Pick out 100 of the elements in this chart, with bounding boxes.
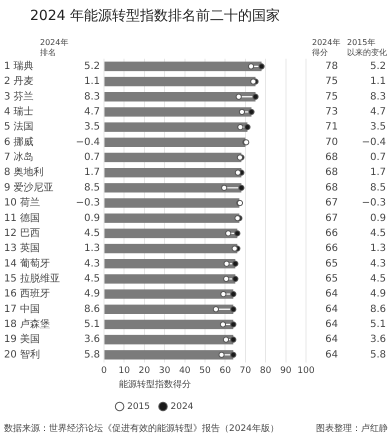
data-label: 78 <box>325 60 338 72</box>
y-tick-label: 13 英国 <box>4 242 40 254</box>
text: 3.5 <box>370 122 386 133</box>
y-tick-label: 19 美国 <box>4 333 40 346</box>
text: 1.3 <box>370 243 386 254</box>
y-tick-label: 6 挪威 <box>4 136 34 148</box>
data-label: 71 <box>325 122 338 133</box>
data-label: 64 <box>325 304 338 315</box>
data-label: 68 <box>325 182 338 194</box>
y-tick-label: 12 巴西 <box>4 228 40 239</box>
y-tick-label: 14 葡萄牙 <box>4 257 50 270</box>
y-tick-label: 10 荷兰 <box>4 196 40 209</box>
text: 4.5 <box>370 228 386 239</box>
y-tick-label: 16 西班牙 <box>4 288 50 300</box>
x-tick-label: 60 <box>219 366 232 376</box>
y-tick-label: 11 德国 <box>4 212 40 224</box>
x-tick-label: 90 <box>280 366 292 376</box>
text: 0.7 <box>84 152 100 164</box>
text: 5.1 <box>84 319 100 330</box>
text: 1.3 <box>84 243 100 254</box>
text: 4.5 <box>84 274 100 285</box>
data-label: 66 <box>325 228 338 239</box>
x-tick-label: 50 <box>199 366 211 376</box>
data-label: 68 <box>325 152 338 164</box>
text: 8.6 <box>370 304 386 315</box>
y-tick-label: 7 冰岛 <box>4 151 34 164</box>
text: 2024年排名 <box>40 38 68 57</box>
text: 8.3 <box>370 91 386 102</box>
text: 4.3 <box>370 258 386 270</box>
text: 图表整理：卢红静 <box>316 423 388 434</box>
text: 2024年得分 <box>312 38 340 57</box>
data-label: 65 <box>325 258 338 270</box>
y-tick-label: 8 奥地利 <box>4 166 44 178</box>
data-label: 66 <box>325 243 338 254</box>
text: −0.3 <box>76 198 100 209</box>
data-label: 64 <box>325 334 338 346</box>
text: 1.7 <box>84 167 100 178</box>
text: 5.1 <box>370 319 386 330</box>
data-label: 75 <box>325 76 338 88</box>
data-label: 65 <box>325 274 338 285</box>
data-label: 67 <box>325 212 338 224</box>
y-tick-label: 20 智利 <box>4 348 40 360</box>
x-tick-label: 0 <box>101 366 108 376</box>
y-tick-label: 4 瑞士 <box>4 106 34 118</box>
text: 4.9 <box>370 288 386 300</box>
text: 3.5 <box>84 122 100 133</box>
chart-title: 2024 年能源转型指数排名前二十的国家 <box>30 8 280 24</box>
x-tick-label: 70 <box>240 366 252 376</box>
y-tick-label: 15 拉脱维亚 <box>4 272 60 285</box>
x-tick-label: 100 <box>297 366 315 376</box>
text: 1.1 <box>84 76 100 88</box>
text: 3.6 <box>84 334 100 346</box>
source-note: 数据来源：世界经济论坛《促进有效的能源转型》报告（2024年版） <box>4 423 279 434</box>
text: 8.6 <box>84 304 100 315</box>
text: 1.1 <box>370 76 386 88</box>
text: 4.7 <box>370 106 386 118</box>
text: 4.9 <box>84 288 100 300</box>
x-tick-label: 80 <box>260 366 272 376</box>
data-label: 64 <box>325 319 338 330</box>
text: 1.7 <box>370 167 386 178</box>
text: 5.2 <box>84 60 100 72</box>
text: 5.8 <box>370 349 386 360</box>
text: 4.5 <box>84 228 100 239</box>
text: 8.3 <box>84 91 100 102</box>
text: 4.7 <box>84 106 100 118</box>
legend-title: 能源转型指数得分 <box>119 379 191 390</box>
text: 4.3 <box>84 258 100 270</box>
text: −0.3 <box>362 198 386 209</box>
text: 2015年以来的变化 <box>347 38 387 57</box>
y-tick-label: 1 瑞典 <box>4 60 34 72</box>
data-label: 70 <box>325 136 338 148</box>
x-tick-label: 30 <box>158 366 171 376</box>
y-tick-label: 18 卢森堡 <box>4 318 50 330</box>
text: 0.9 <box>84 212 100 224</box>
y-tick-label: 9 爱沙尼亚 <box>4 181 54 194</box>
text: 4.5 <box>370 274 386 285</box>
data-label: 67 <box>325 198 338 209</box>
x-tick-label: 10 <box>118 366 130 376</box>
data-label: 64 <box>325 288 338 300</box>
legend-label: 2024 <box>170 402 194 412</box>
data-label: 64 <box>325 349 338 360</box>
text: 8.5 <box>84 182 100 194</box>
x-tick-label: 20 <box>138 366 150 376</box>
data-label: 73 <box>325 106 338 118</box>
text: 0.9 <box>370 212 386 224</box>
text: 5.2 <box>370 60 386 72</box>
data-label: 68 <box>325 167 338 178</box>
legend-label: 2015 <box>127 402 150 412</box>
data-label: 75 <box>325 91 338 102</box>
text: 0.7 <box>370 152 386 164</box>
y-tick-label: 5 法国 <box>4 120 34 133</box>
text: 3.6 <box>370 334 386 346</box>
text: 8.5 <box>370 182 386 194</box>
text: −0.4 <box>362 136 386 148</box>
x-tick-label: 40 <box>179 366 191 376</box>
y-tick-label: 2 丹麦 <box>4 75 34 88</box>
y-tick-label: 17 中国 <box>4 302 40 315</box>
y-tick-label: 3 芬兰 <box>4 90 34 102</box>
text: −0.4 <box>76 136 100 148</box>
text: 5.8 <box>84 349 100 360</box>
